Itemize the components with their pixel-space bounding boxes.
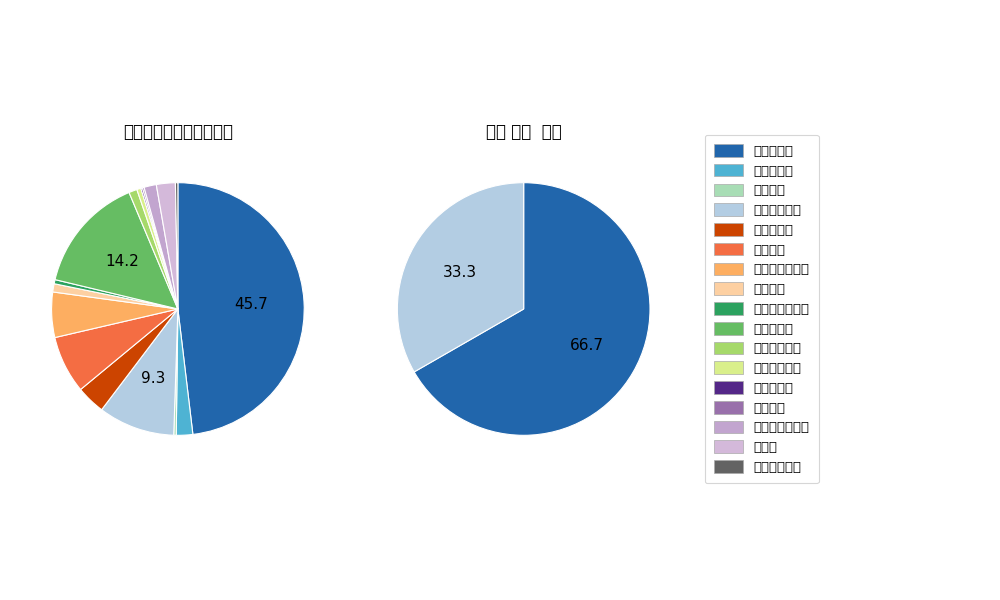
Wedge shape [141, 188, 178, 309]
Wedge shape [175, 182, 178, 309]
Text: 45.7: 45.7 [234, 297, 268, 312]
Wedge shape [397, 182, 524, 372]
Wedge shape [55, 309, 178, 389]
Text: 14.2: 14.2 [105, 254, 139, 269]
Wedge shape [142, 187, 178, 309]
Text: 9.3: 9.3 [141, 371, 166, 386]
Wedge shape [129, 190, 178, 309]
Text: 66.7: 66.7 [570, 338, 604, 353]
Legend: ストレート, ツーシーム, シュート, カットボール, スプリット, フォーク, チェンジアップ, シンカー, 高速スライダー, スライダー, 縦スライダー, : ストレート, ツーシーム, シュート, カットボール, スプリット, フォーク,… [705, 135, 819, 483]
Wedge shape [156, 183, 178, 309]
Wedge shape [55, 193, 178, 309]
Title: 田嶋 大樹  選手: 田嶋 大樹 選手 [486, 123, 562, 141]
Wedge shape [54, 280, 178, 309]
Wedge shape [144, 185, 178, 309]
Wedge shape [176, 309, 193, 436]
Title: パ・リーグ全プレイヤー: パ・リーグ全プレイヤー [123, 123, 233, 141]
Wedge shape [81, 309, 178, 410]
Wedge shape [174, 309, 178, 436]
Wedge shape [137, 188, 178, 309]
Wedge shape [414, 182, 650, 436]
Text: 33.3: 33.3 [443, 265, 477, 280]
Wedge shape [178, 182, 304, 434]
Wedge shape [102, 309, 178, 435]
Wedge shape [52, 292, 178, 338]
Wedge shape [53, 284, 178, 309]
